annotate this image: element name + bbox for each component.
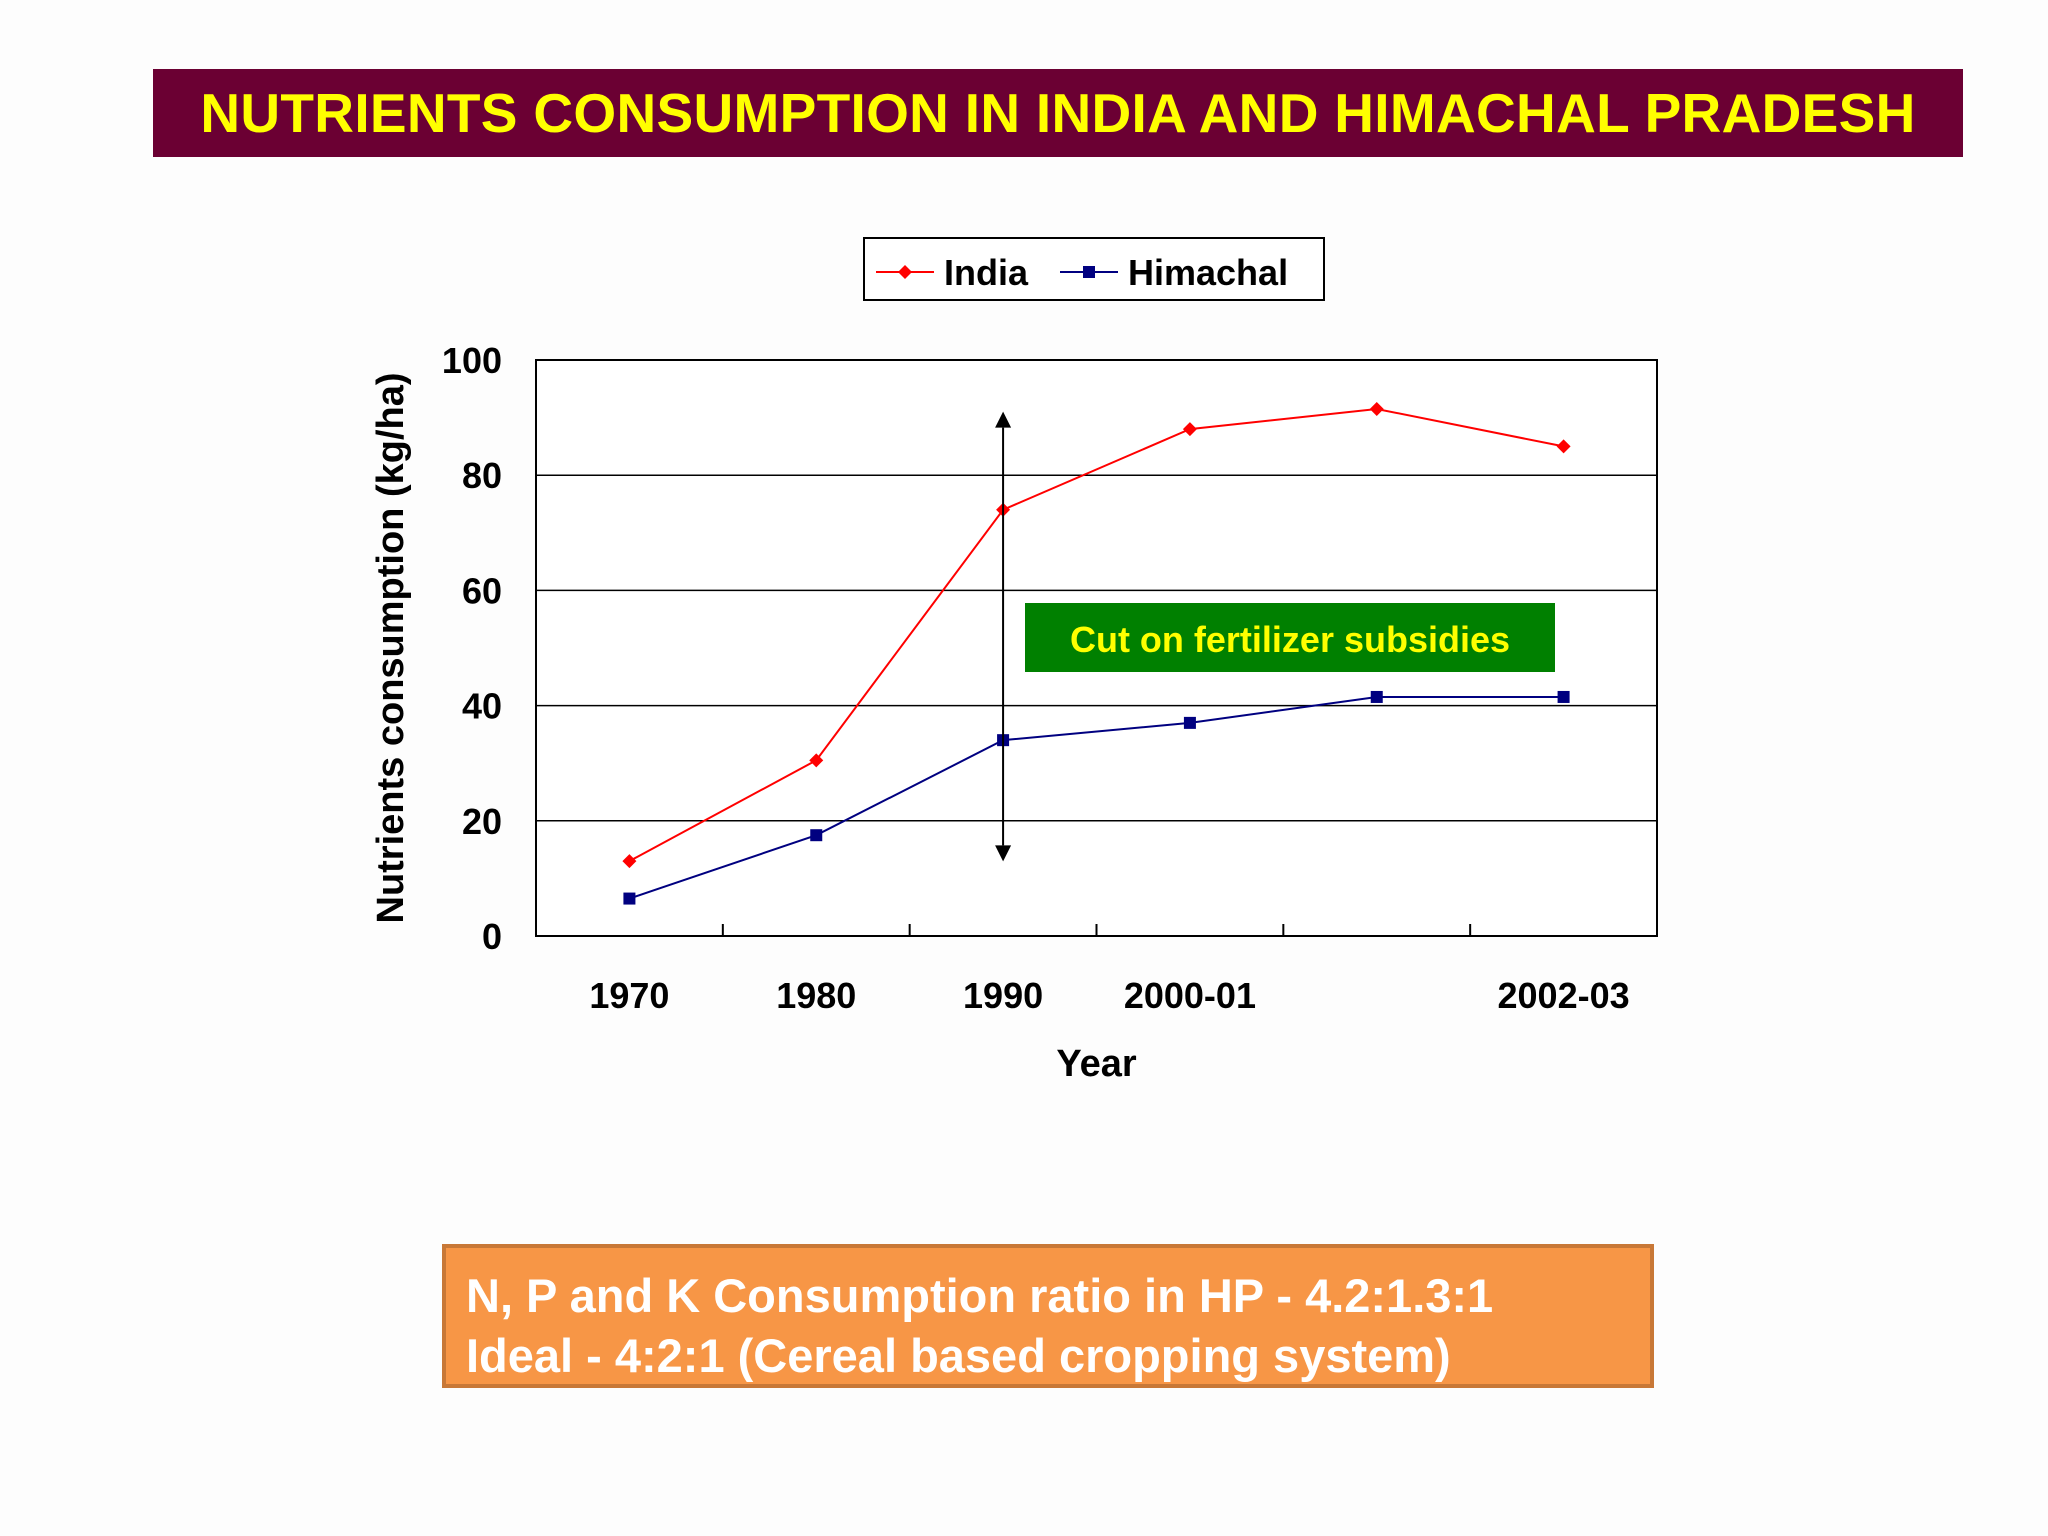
data-point-india [1556,439,1571,454]
annotation-text: Cut on fertilizer subsidies [1070,619,1510,660]
info-line-2: Ideal - 4:2:1 (Cereal based cropping sys… [466,1329,1451,1382]
y-tick-label: 80 [462,455,502,496]
arrow-head-up [995,411,1012,428]
data-point-india [1369,401,1384,416]
page-title: NUTRIENTS CONSUMPTION IN INDIA AND HIMAC… [200,82,1916,144]
series-line-india [628,407,1564,863]
data-point-himachal [1370,690,1383,703]
y-tick-label: 60 [462,570,502,611]
x-axis-title: Year [1056,1043,1137,1085]
legend-label: India [944,252,1029,293]
arrow-head-down [995,845,1012,862]
data-point-india [809,753,824,768]
data-point-himachal [1183,716,1196,729]
x-tick-label: 2002-03 [1498,975,1630,1016]
info-box: N, P and K Consumption ratio in HP - 4.2… [442,1244,1654,1388]
x-tick-label: 1970 [589,975,669,1016]
data-point-himachal [623,892,636,905]
data-point-himachal [810,829,823,842]
x-tick-label: 2000-01 [1124,975,1256,1016]
series-line-himachal [629,695,1564,900]
x-tick-label: 1990 [963,975,1043,1016]
y-tick-label: 0 [482,916,502,957]
annotation-box [1025,603,1555,672]
y-tick-label: 40 [462,686,502,727]
y-axis-title: Nutrients consumption (kg/ha) [370,373,412,924]
y-tick-label: 100 [442,340,502,381]
data-point-india [622,854,637,869]
legend-marker-india [898,265,912,279]
y-tick-label: 20 [462,801,502,842]
legend-label: Himachal [1128,252,1288,293]
data-point-india [1182,422,1197,437]
title-banner: NUTRIENTS CONSUMPTION IN INDIA AND HIMAC… [153,69,1963,157]
x-tick-label: 1980 [776,975,856,1016]
legend-marker-himachal [1083,266,1095,278]
data-point-himachal [1557,690,1570,703]
info-line-1: N, P and K Consumption ratio in HP - 4.2… [466,1269,1494,1322]
